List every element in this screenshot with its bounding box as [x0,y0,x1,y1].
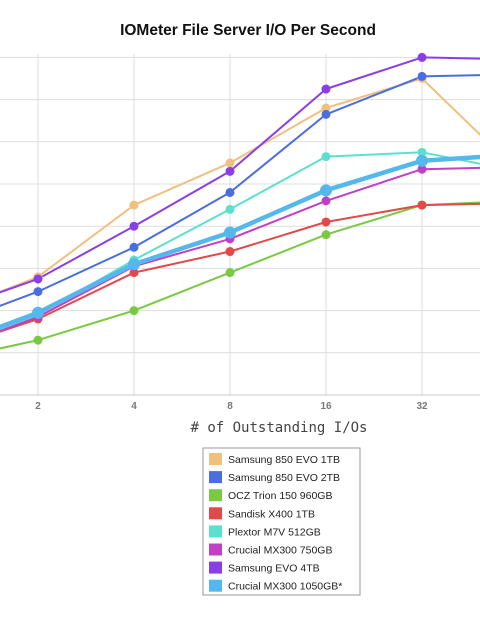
data-point [321,196,331,206]
data-point [416,154,428,167]
legend-swatch [209,489,222,502]
data-point [225,204,235,214]
data-point [321,217,331,227]
data-point [321,84,331,94]
data-point [128,258,140,271]
data-point [225,158,235,168]
data-point [417,52,427,62]
x-axis-label: # of Outstanding I/Os [190,420,367,436]
data-point [129,200,139,210]
data-point [320,184,332,197]
legend-entry-label: Crucial MX300 750GB [228,545,332,557]
legend-swatch [209,453,222,465]
data-point [129,268,139,278]
data-point [417,164,427,174]
data-point [225,187,235,197]
series-line [0,201,480,350]
legend-swatch [209,579,222,592]
series-lines [0,56,480,350]
series-points [32,52,428,345]
legend-swatch [209,525,222,538]
data-point [33,287,43,297]
data-point [129,242,139,252]
data-point [417,200,427,210]
legend-swatch [209,471,222,484]
legend-entry-label: OCZ Trion 150 960GB [228,490,332,502]
data-point [129,306,139,316]
legend-entry-label: Plextor M7V 512GB [228,526,321,538]
series-line [0,77,480,293]
data-point [225,268,235,278]
legend: Samsung 850 EVO 1TB Samsung 850 EVO 2TB OC… [202,447,361,596]
legend-entry-label: Samsung EVO 4TB [228,563,320,575]
legend-entry-label: Crucial MX300 1050GB* [228,581,342,593]
legend-swatch [209,507,222,520]
x-tick-label: 16 [320,401,332,412]
data-point [224,226,236,239]
data-point [129,221,139,231]
legend-box [202,447,361,596]
data-point [33,335,43,345]
legend-swatch [209,561,222,574]
x-tick-label: 8 [227,401,233,412]
chart-title: IOMeter File Server I/O Per Second [120,22,376,39]
plot-grid [0,54,480,396]
data-point [321,152,331,162]
data-point [417,147,427,157]
data-point [417,71,427,81]
legend-entry-label: Samsung 850 EVO 1TB [228,454,340,466]
legend-swatch [209,543,222,556]
series-line [0,74,480,307]
x-tick-label: 2 [35,401,41,412]
x-tick-label: 32 [416,401,428,412]
data-point [321,109,331,119]
data-point [225,166,235,176]
x-axis-ticks: 2 4 8 16 32 [35,401,428,412]
x-tick-label: 4 [131,401,137,412]
data-point [33,274,43,284]
legend-entry-label: Sandisk X400 1TB [228,508,315,520]
data-point [321,230,331,240]
data-point [321,103,331,113]
data-point [32,306,44,319]
legend-entry-label: Samsung 850 EVO 2TB [228,472,340,484]
data-point [225,247,235,257]
